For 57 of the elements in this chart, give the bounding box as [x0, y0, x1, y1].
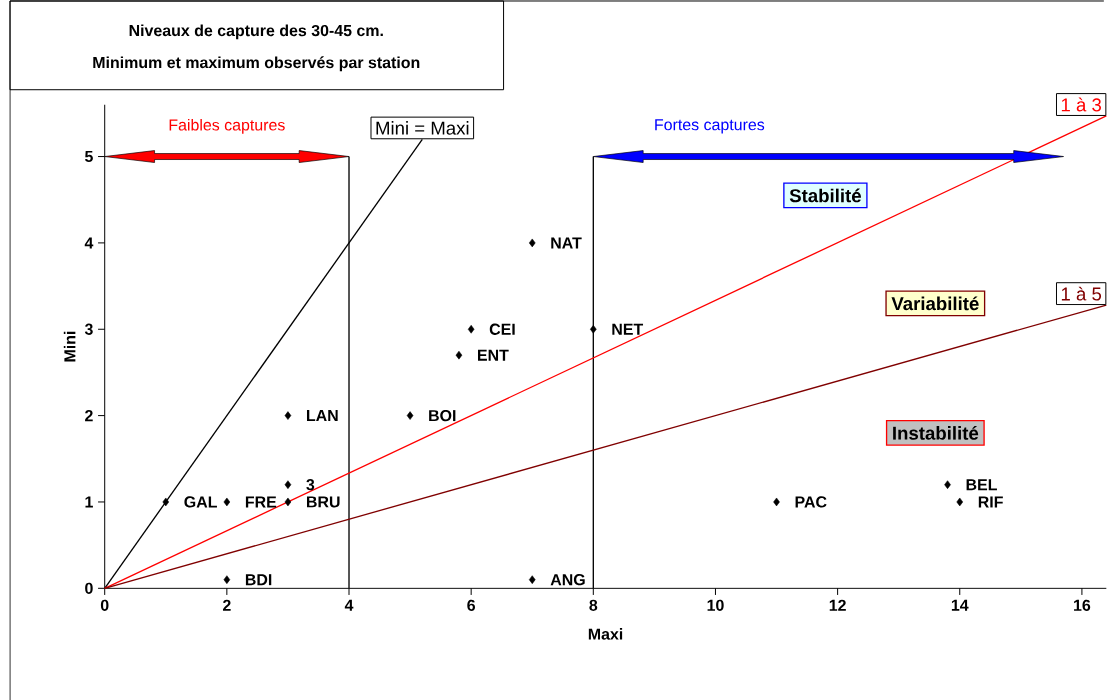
x-tick-label: 14 [951, 599, 969, 611]
annotation: Faibles captures [169, 118, 285, 134]
y-tick-label: 5 [84, 150, 93, 163]
point [406, 411, 414, 420]
point [223, 575, 231, 584]
x-tick-label: 2 [222, 599, 231, 611]
annotation: PAC [795, 496, 827, 508]
annotation: Instabilité [893, 425, 979, 440]
point [284, 497, 292, 507]
annotation: BRU [306, 496, 340, 508]
point [467, 324, 475, 334]
chart-subtitle: Minimum et maximum observés par station [93, 56, 420, 72]
annotation: ENT [478, 349, 509, 361]
point [528, 575, 536, 584]
annotation: BDI [245, 574, 272, 586]
point [773, 497, 780, 507]
point [528, 238, 536, 248]
annotation: GAL [184, 496, 217, 508]
point [284, 411, 292, 420]
y-tick-label: 4 [84, 237, 94, 249]
annotation: ANG [550, 574, 585, 586]
y-tick-label: 2 [85, 410, 93, 422]
point [944, 480, 951, 489]
x-tick-label: 0 [100, 599, 109, 611]
annotation: Stabilité [789, 188, 861, 203]
point [590, 324, 597, 334]
x-axis-title: Maxi [588, 628, 623, 640]
series-label: 1 à 5 [1061, 286, 1102, 301]
y-axis-title: Mini [63, 331, 76, 362]
x-tick-label: 12 [829, 599, 846, 611]
x-tick-label: 4 [344, 599, 354, 611]
y-tick-label: 0 [85, 582, 93, 594]
series-label: Mini = Maxi [376, 121, 469, 135]
annotation: Variabilité [891, 296, 979, 311]
x-tick-label: 16 [1074, 599, 1091, 611]
point [162, 497, 170, 507]
annotation: 3 [306, 479, 315, 491]
point [284, 480, 292, 489]
chart-title: Niveaux de capture des 30-45 cm. [129, 24, 383, 40]
annotation: Fortes captures [655, 119, 765, 134]
annotation: RIF [978, 496, 1003, 508]
x-tick-label: 10 [707, 599, 724, 611]
y-tick-label: 1 [85, 496, 93, 508]
annotation: BEL [966, 479, 997, 491]
annotation: NET [612, 323, 644, 335]
point [956, 497, 964, 507]
annotation: CEI [489, 323, 515, 335]
annotation: BOI [429, 409, 456, 422]
point [223, 497, 231, 507]
series-label: 1 à 3 [1061, 97, 1102, 112]
x-tick-label: 6 [467, 599, 476, 611]
annotation: LAN [306, 410, 338, 422]
annotation: FRE [245, 496, 277, 508]
annotation: NAT [551, 237, 582, 249]
point [455, 350, 463, 360]
x-tick-label: 8 [589, 599, 598, 611]
y-tick-label: 3 [84, 323, 93, 335]
